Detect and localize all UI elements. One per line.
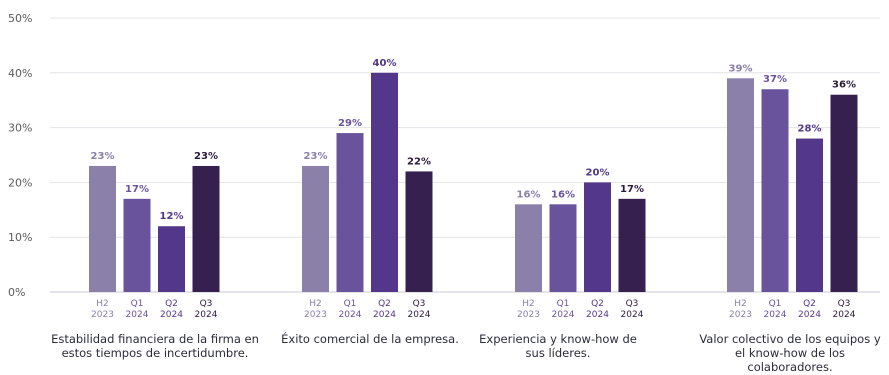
- x-tick-period: Q3: [838, 299, 851, 309]
- group-label-experiencia: Experiencia y know-how de sus líderes.: [479, 332, 637, 360]
- data-label: 17%: [620, 184, 644, 195]
- x-tick-period: Q1: [769, 299, 782, 309]
- bar: [727, 78, 754, 292]
- x-tick-year: 2024: [373, 310, 396, 320]
- x-tick-year: 2024: [408, 310, 431, 320]
- bar: [302, 165, 329, 292]
- group-label-exito: Éxito comercial de la empresa.: [281, 332, 459, 346]
- bar: [618, 198, 646, 292]
- bar: [549, 204, 577, 292]
- x-tick-period: Q2: [378, 299, 391, 309]
- x-tick-year: 2024: [833, 310, 856, 320]
- x-tick-period: Q3: [200, 299, 213, 309]
- y-tick-label: 30%: [8, 122, 32, 135]
- bar: [89, 165, 116, 292]
- bar: [336, 133, 364, 292]
- data-label: 16%: [551, 189, 575, 200]
- x-tick-period: Q1: [131, 299, 144, 309]
- x-tick-year: 2023: [91, 310, 114, 320]
- data-label: 36%: [832, 80, 856, 91]
- bar: [796, 138, 823, 292]
- data-label: 39%: [729, 63, 753, 74]
- bar: [405, 171, 433, 292]
- bar: [584, 182, 611, 292]
- x-tick-period: Q2: [591, 299, 604, 309]
- data-label: 23%: [194, 151, 218, 162]
- bar: [123, 198, 151, 292]
- x-tick-year: 2024: [798, 310, 821, 320]
- x-tick-period: Q2: [803, 299, 816, 309]
- x-tick-period: H2: [734, 299, 747, 309]
- y-tick-label: 50%: [8, 12, 32, 25]
- y-tick-label: 20%: [8, 176, 32, 189]
- bar: [515, 204, 542, 292]
- data-label: 28%: [798, 124, 822, 135]
- x-tick-year: 2024: [621, 310, 644, 320]
- bar: [371, 72, 398, 292]
- x-tick-year: 2023: [304, 310, 327, 320]
- data-label: 40%: [373, 58, 397, 69]
- y-tick-label: 40%: [8, 67, 32, 80]
- x-tick-period: H2: [309, 299, 322, 309]
- x-tick-year: 2023: [517, 310, 540, 320]
- bar: [192, 165, 220, 292]
- bar: [830, 94, 858, 292]
- data-label: 23%: [304, 151, 328, 162]
- data-label: 22%: [407, 156, 431, 167]
- data-label: 29%: [338, 118, 362, 129]
- x-tick-period: H2: [522, 299, 535, 309]
- x-tick-period: H2: [96, 299, 109, 309]
- data-label: 23%: [91, 151, 115, 162]
- x-tick-year: 2024: [339, 310, 362, 320]
- x-tick-period: Q3: [626, 299, 639, 309]
- x-tick-period: Q2: [165, 299, 178, 309]
- x-tick-year: 2024: [160, 310, 183, 320]
- data-label: 37%: [763, 74, 787, 85]
- x-tick-year: 2024: [586, 310, 609, 320]
- bar: [158, 226, 185, 292]
- data-label: 16%: [517, 189, 541, 200]
- x-tick-period: Q1: [344, 299, 357, 309]
- x-tick-period: Q1: [557, 299, 570, 309]
- data-label: 12%: [160, 211, 184, 222]
- bar: [761, 89, 789, 293]
- x-tick-year: 2024: [195, 310, 218, 320]
- x-tick-year: 2024: [764, 310, 787, 320]
- data-label: 17%: [125, 184, 149, 195]
- group-label-estabilidad: Estabilidad financiera de la firma en es…: [51, 332, 259, 360]
- group-label-valor: Valor colectivo de los equipos y el know…: [699, 332, 881, 374]
- x-tick-year: 2024: [126, 310, 149, 320]
- y-tick-label: 0%: [8, 286, 25, 299]
- x-tick-year: 2023: [729, 310, 752, 320]
- x-tick-period: Q3: [413, 299, 426, 309]
- y-tick-label: 10%: [8, 231, 32, 244]
- x-tick-year: 2024: [552, 310, 575, 320]
- data-label: 20%: [586, 167, 610, 178]
